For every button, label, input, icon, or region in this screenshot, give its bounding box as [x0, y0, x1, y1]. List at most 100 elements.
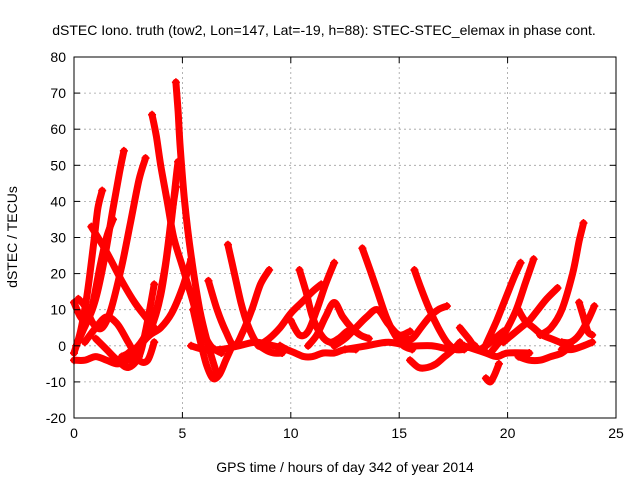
- series-sat-ah-endpoint-0: [499, 338, 508, 347]
- series-sat-g-endpoint-1: [150, 280, 159, 289]
- series-sat-n: [189, 306, 236, 383]
- x-tick-label: 0: [70, 425, 78, 441]
- series-sat-o: [204, 266, 273, 350]
- y-tick-label: 0: [58, 338, 66, 354]
- series-sat-al-endpoint-1: [590, 302, 599, 311]
- chart-title: dSTEC Iono. truth (tow2, Lon=147, Lat=-1…: [52, 22, 596, 38]
- series-layer: [70, 78, 599, 386]
- series-sat-q: [187, 338, 290, 354]
- x-tick-label: 10: [283, 425, 299, 441]
- y-tick-label: -10: [46, 374, 66, 390]
- series-sat-ab: [400, 302, 451, 343]
- series-sat-aa: [410, 266, 468, 354]
- y-tick-label: 40: [50, 193, 66, 209]
- series-sat-am-endpoint-0: [557, 345, 566, 354]
- series-sat-m: [135, 255, 195, 350]
- series-sat-u-endpoint-1: [364, 334, 373, 343]
- series-sat-ak-endpoint-0: [575, 298, 584, 307]
- y-tick-label: -20: [46, 410, 66, 426]
- series-sat-aj-endpoint-0: [536, 330, 545, 339]
- series-sat-d-endpoint-1: [141, 154, 150, 163]
- series-sat-a-endpoint-1: [119, 146, 128, 155]
- y-tick-label: 60: [50, 121, 66, 137]
- series-sat-al-endpoint-0: [557, 338, 566, 347]
- series-sat-l: [118, 183, 180, 361]
- series-sat-k-endpoint-0: [171, 78, 180, 87]
- series-sat-ae-endpoint-1: [494, 359, 503, 368]
- series-sat-m-endpoint-0: [135, 341, 144, 350]
- series-sat-ae: [482, 360, 503, 386]
- series-sat-r-endpoint-0: [254, 341, 263, 350]
- series-sat-l-endpoint-0: [117, 352, 126, 361]
- y-axis-label: dSTEC / TECUs: [4, 186, 20, 288]
- series-sat-ae-endpoint-0: [481, 374, 490, 383]
- series-sat-ab-endpoint-0: [399, 334, 408, 343]
- series-sat-y-endpoint-0: [341, 345, 349, 354]
- series-sat-i-endpoint-0: [148, 110, 157, 119]
- x-tick-label: 20: [500, 425, 516, 441]
- y-tick-label: 30: [50, 230, 66, 246]
- x-tick-label: 5: [179, 425, 187, 441]
- series-sat-n-endpoint-0: [189, 305, 198, 314]
- y-tick-label: 20: [50, 266, 66, 282]
- series-sat-an-endpoint-0: [460, 341, 469, 350]
- series-sat-d: [74, 154, 149, 333]
- series-sat-v: [287, 259, 338, 340]
- series-sat-v-endpoint-1: [330, 258, 339, 267]
- series-sat-c: [72, 215, 117, 350]
- series-sat-z-endpoint-1: [455, 338, 464, 347]
- series-sat-x-endpoint-0: [358, 244, 367, 253]
- x-tick-label: 25: [608, 425, 624, 441]
- series-sat-c-endpoint-1: [109, 215, 118, 224]
- series-sat-aj: [536, 219, 587, 339]
- y-tick-label: 50: [50, 157, 66, 173]
- series-sat-g-endpoint-0: [91, 334, 100, 343]
- series-sat-o-endpoint-1: [265, 265, 274, 274]
- series-sat-e: [81, 313, 158, 366]
- series-sat-v-endpoint-0: [286, 316, 295, 325]
- series-sat-f: [70, 353, 143, 368]
- series-sat-ak-endpoint-1: [588, 330, 597, 339]
- series-sat-d-endpoint-0: [74, 294, 83, 303]
- series-sat-t: [296, 266, 360, 346]
- series-sat-al: [558, 302, 598, 347]
- series-sat-aj-endpoint-1: [579, 219, 588, 228]
- series-sat-am: [558, 338, 596, 354]
- series-sat-af-endpoint-1: [529, 255, 538, 264]
- y-tick-label: 70: [50, 85, 66, 101]
- series-sat-p-endpoint-0: [223, 240, 232, 249]
- series-sat-aa-endpoint-0: [410, 265, 419, 274]
- x-axis-label: GPS time / hours of day 342 of year 2014: [216, 459, 474, 475]
- series-sat-an: [460, 342, 533, 361]
- series-sat-u-endpoint-0: [304, 341, 313, 350]
- y-tick-label: 80: [50, 49, 66, 65]
- series-sat-z-endpoint-0: [406, 356, 415, 365]
- series-sat-k: [172, 78, 221, 379]
- series-sat-b-endpoint-1: [98, 186, 107, 195]
- series-sat-w-endpoint-0: [330, 341, 339, 350]
- series-sat-s-endpoint-0: [275, 341, 284, 350]
- series-sat-r: [254, 280, 325, 350]
- series-sat-ab-endpoint-1: [442, 302, 451, 311]
- series-sat-e-endpoint-1: [150, 338, 159, 347]
- series-sat-ac-endpoint-0: [455, 323, 464, 332]
- y-tick-label: 10: [50, 302, 66, 318]
- series-sat-ad-endpoint-1: [516, 258, 525, 267]
- series-sat-h-endpoint-0: [87, 222, 96, 231]
- series-sat-ai-endpoint-0: [514, 305, 523, 314]
- series-sat-q-endpoint-0: [187, 341, 196, 350]
- series-sat-am-endpoint-1: [588, 338, 597, 347]
- series-sat-w-endpoint-1: [406, 327, 415, 336]
- series-sat-ad: [480, 259, 525, 353]
- series-sat-an-endpoint-1: [525, 349, 534, 358]
- series-sat-t-endpoint-0: [295, 265, 304, 274]
- series-sat-o-endpoint-0: [204, 276, 213, 285]
- series-sat-af: [486, 255, 538, 357]
- series-sat-e-endpoint-0: [80, 338, 89, 347]
- series-sat-m-endpoint-1: [187, 255, 196, 264]
- tick-layer: 0 5 10 15 20 25 -20 -10 0 10 20 30 40 50 60 70 80: [46, 49, 624, 441]
- series-sat-l-endpoint-1: [171, 182, 180, 191]
- series-sat-u: [304, 299, 373, 350]
- series-sat-h: [87, 223, 158, 332]
